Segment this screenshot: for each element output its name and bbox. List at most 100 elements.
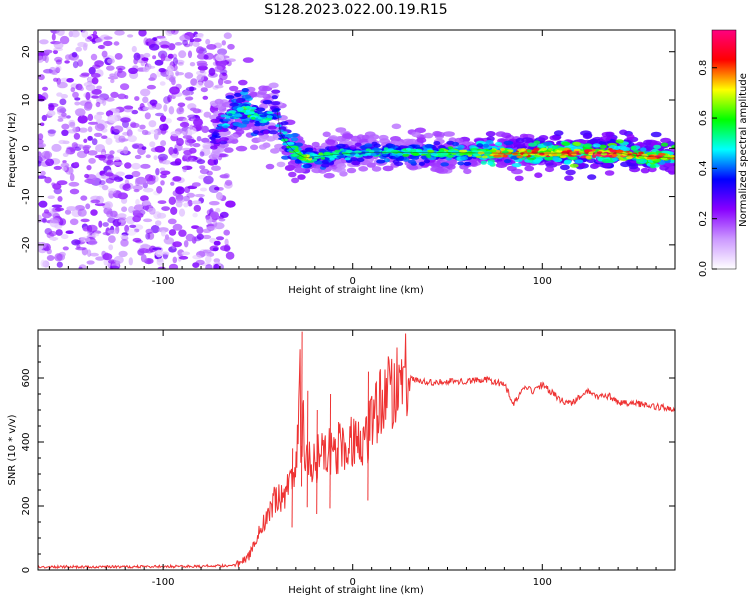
ridge-blob bbox=[540, 147, 548, 151]
ridge-blob bbox=[620, 161, 631, 168]
noise-blob bbox=[172, 57, 178, 66]
noise-blob bbox=[94, 60, 104, 68]
ridge-blob bbox=[415, 149, 423, 153]
noise-blob bbox=[132, 215, 142, 223]
noise-blob bbox=[105, 178, 115, 184]
ridge-blob bbox=[563, 160, 572, 165]
noise-blob bbox=[75, 247, 86, 251]
ridge-blob bbox=[237, 107, 245, 110]
colorbar-gradient bbox=[711, 29, 737, 270]
noise-blob bbox=[56, 261, 63, 268]
ridge-blob bbox=[276, 161, 286, 168]
ridge-blob bbox=[286, 141, 295, 145]
noise-blob bbox=[156, 70, 162, 78]
noise-blob bbox=[48, 256, 55, 260]
ridge-blob bbox=[426, 154, 432, 158]
noise-blob bbox=[38, 175, 47, 179]
noise-blob bbox=[104, 201, 114, 209]
ridge-blob bbox=[275, 115, 282, 119]
noise-blob bbox=[103, 40, 113, 47]
noise-blob bbox=[160, 115, 167, 122]
noise-blob bbox=[168, 229, 177, 236]
ridge-blob bbox=[463, 161, 472, 166]
noise-blob bbox=[163, 96, 171, 104]
ridge-blob bbox=[296, 156, 304, 160]
noise-blob bbox=[171, 153, 179, 159]
noise-blob bbox=[81, 30, 89, 38]
ridge-blob bbox=[601, 158, 611, 164]
noise-blob bbox=[38, 74, 45, 81]
ridge-blob bbox=[421, 155, 428, 160]
ridge-blob bbox=[557, 147, 565, 151]
ridge-blob bbox=[225, 115, 231, 119]
ridge-blob bbox=[241, 88, 249, 93]
ridge-blob bbox=[481, 155, 488, 159]
ridge-blob bbox=[294, 167, 306, 174]
noise-blob bbox=[70, 87, 76, 93]
ridge-blob bbox=[254, 121, 260, 124]
noise-blob bbox=[196, 233, 204, 240]
ridge-blob bbox=[323, 151, 332, 155]
y-tick-label: 200 bbox=[21, 496, 32, 515]
ridge-blob bbox=[589, 138, 599, 144]
noise-blob bbox=[208, 67, 216, 76]
ridge-blob bbox=[446, 164, 456, 170]
noise-blob bbox=[101, 135, 108, 139]
noise-blob bbox=[83, 103, 93, 111]
noise-blob bbox=[75, 46, 82, 52]
noise-blob bbox=[187, 126, 197, 135]
noise-blob bbox=[192, 41, 200, 47]
ridge-blob bbox=[321, 163, 330, 168]
ridge-blob bbox=[619, 129, 628, 136]
ridge-blob bbox=[463, 168, 472, 175]
noise-blob bbox=[106, 159, 114, 166]
ridge-blob bbox=[533, 147, 540, 151]
ridge-blob bbox=[573, 141, 581, 146]
ridge-blob bbox=[583, 143, 593, 148]
noise-blob bbox=[185, 233, 195, 242]
noise-blob bbox=[49, 236, 59, 241]
noise-blob bbox=[45, 158, 55, 167]
noise-blob bbox=[127, 34, 134, 38]
noise-blob bbox=[51, 143, 62, 152]
ridge-blob bbox=[615, 139, 624, 144]
noise-blob bbox=[62, 140, 70, 145]
noise-blob bbox=[48, 104, 55, 111]
noise-blob bbox=[142, 96, 149, 104]
noise-blob bbox=[53, 49, 58, 55]
noise-blob bbox=[212, 247, 219, 252]
x-tick-label: 0 bbox=[350, 577, 356, 588]
noise-blob bbox=[182, 135, 193, 139]
ridge-blob bbox=[658, 160, 666, 165]
noise-blob bbox=[124, 162, 132, 169]
ridge-blob bbox=[349, 157, 358, 162]
noise-blob bbox=[53, 41, 64, 50]
noise-blob bbox=[178, 208, 186, 217]
noise-blob bbox=[107, 58, 115, 64]
noise-blob bbox=[120, 234, 128, 239]
noise-blob bbox=[44, 55, 49, 63]
noise-blob bbox=[113, 176, 123, 183]
noise-blob bbox=[120, 239, 129, 247]
ridge-blob bbox=[311, 158, 318, 162]
ridge-blob bbox=[553, 130, 564, 136]
noise-blob bbox=[116, 149, 126, 154]
ridge-blob bbox=[227, 113, 233, 117]
noise-blob bbox=[140, 254, 147, 263]
ridge-blob bbox=[626, 156, 633, 160]
noise-blob bbox=[87, 239, 98, 246]
noise-blob bbox=[193, 38, 202, 43]
noise-blob bbox=[86, 260, 95, 265]
noise-blob bbox=[170, 131, 181, 137]
ridge-blob bbox=[599, 144, 607, 149]
ridge-blob bbox=[349, 145, 357, 150]
ridge-blob bbox=[506, 165, 517, 172]
noise-blob bbox=[163, 104, 168, 112]
snr-panel: -100 0 100 0 200 400 600 Height of straight l… bbox=[7, 329, 676, 596]
noise-blob bbox=[143, 52, 151, 58]
colorbar-tick-label: 0.2 bbox=[698, 211, 709, 227]
ridge-blob bbox=[654, 158, 661, 162]
ridge-blob bbox=[480, 160, 487, 165]
ridge-blob bbox=[543, 141, 553, 146]
